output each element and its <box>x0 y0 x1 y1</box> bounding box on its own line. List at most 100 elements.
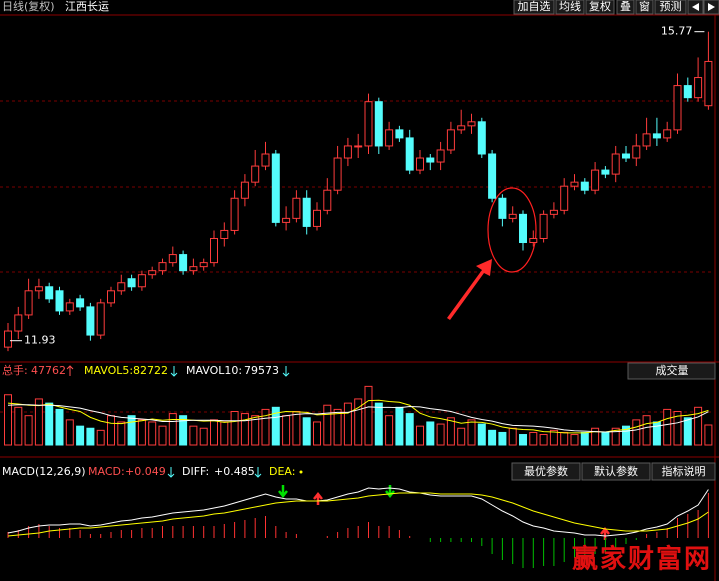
volume-bar <box>313 421 321 446</box>
candle-body <box>210 237 218 264</box>
candle-body <box>446 129 455 151</box>
volume-bar <box>632 419 641 446</box>
dea-name: DEA: <box>269 465 295 478</box>
sell-signal <box>278 485 288 499</box>
volume-bar <box>107 415 115 446</box>
volume-bar <box>230 411 239 446</box>
candle-body <box>137 274 146 288</box>
mavol10-value: 79573 <box>244 364 279 377</box>
down-arrow-icon <box>282 366 290 377</box>
volume-bar <box>405 413 414 446</box>
nav-buttons[interactable] <box>687 0 719 15</box>
volume-bar <box>663 408 672 446</box>
volume-bar <box>498 431 507 446</box>
toolbar-button[interactable] <box>585 0 615 15</box>
candle-body <box>704 60 713 107</box>
candle-body <box>302 197 311 227</box>
volume-bar <box>529 431 538 446</box>
indicator-button[interactable] <box>581 462 651 481</box>
candle-body <box>240 181 249 199</box>
down-arrow-icon <box>167 467 175 478</box>
candle-body <box>45 286 54 300</box>
volume-bar <box>117 421 126 446</box>
candle-body <box>529 237 538 244</box>
indicator-button-label: 最优参数 <box>524 464 568 478</box>
toolbar-button-label: 预测 <box>660 0 682 13</box>
candle-body <box>333 157 342 191</box>
volume-bar <box>395 406 404 446</box>
volume-bar <box>55 408 64 446</box>
indicator-line <box>7 399 709 434</box>
volume-bar <box>261 408 270 446</box>
volume-bar <box>488 429 497 446</box>
stock-name: 江西长运 <box>65 0 109 13</box>
candle-body <box>436 149 445 163</box>
diff-name: DIFF: <box>182 465 209 478</box>
toolbar-button[interactable] <box>635 0 654 15</box>
volume-bar <box>611 427 620 446</box>
macd-value: +0.049 <box>125 465 166 478</box>
mavol10-name: MAVOL10: <box>186 364 242 377</box>
toolbar-button[interactable] <box>654 0 687 15</box>
toolbar-button[interactable] <box>555 0 585 15</box>
down-arrow-icon <box>170 366 178 377</box>
volume-bar <box>364 385 373 446</box>
sell-signal <box>385 485 395 499</box>
volume-bar <box>271 406 280 446</box>
candle-body <box>179 254 188 272</box>
macd-title: MACD(12,26,9) <box>2 465 86 478</box>
volume-bar <box>426 421 435 446</box>
volume-bar <box>220 421 229 446</box>
candle-body <box>292 197 301 219</box>
high-label: 15.77 <box>661 25 693 38</box>
mavol5-value: 82722 <box>133 364 168 377</box>
candle-body <box>477 121 486 155</box>
candle-body <box>467 121 476 127</box>
candle-body <box>601 169 610 175</box>
candle-body <box>34 286 43 292</box>
toolbar-button[interactable] <box>616 0 635 15</box>
indicator-select[interactable] <box>627 362 716 380</box>
candle-body <box>591 169 600 191</box>
volume-bar <box>34 398 43 446</box>
volume-bar <box>591 427 600 446</box>
candle-body <box>694 77 703 99</box>
candle-body <box>622 153 630 159</box>
indicator-button[interactable] <box>511 462 581 481</box>
prev-icon <box>692 3 699 11</box>
candle-body <box>323 189 332 211</box>
candle-body <box>251 165 260 183</box>
candle-body <box>343 145 352 159</box>
candle-body <box>354 145 363 148</box>
candle-body <box>549 209 558 215</box>
volume-bar <box>354 398 363 446</box>
volume-title: 成交量 <box>656 363 689 377</box>
volume-bar <box>76 425 85 446</box>
toolbar-button[interactable] <box>513 0 555 15</box>
volume-bar <box>189 425 198 446</box>
volume-bar <box>240 413 249 446</box>
candle-body <box>65 302 74 312</box>
volume-bar <box>14 406 23 446</box>
candle-body <box>570 181 579 187</box>
dea-dot <box>299 470 303 474</box>
volume-bar <box>436 423 445 446</box>
up-arrow-icon <box>66 365 74 376</box>
candle-body <box>539 213 548 239</box>
candle-body <box>632 145 641 159</box>
volume-bar <box>343 402 352 446</box>
candle-body <box>86 306 95 336</box>
candle-body <box>508 213 517 219</box>
highlight-ellipse <box>487 187 537 273</box>
pointer-arrow <box>447 259 492 320</box>
candle-body <box>416 157 424 171</box>
volume-bar <box>539 434 548 446</box>
candle-body <box>271 153 280 223</box>
candle-body <box>426 157 435 163</box>
indicator-button[interactable] <box>651 462 716 481</box>
candle-body <box>580 181 589 191</box>
volume-bar <box>86 427 95 446</box>
volume-bar <box>570 434 579 446</box>
